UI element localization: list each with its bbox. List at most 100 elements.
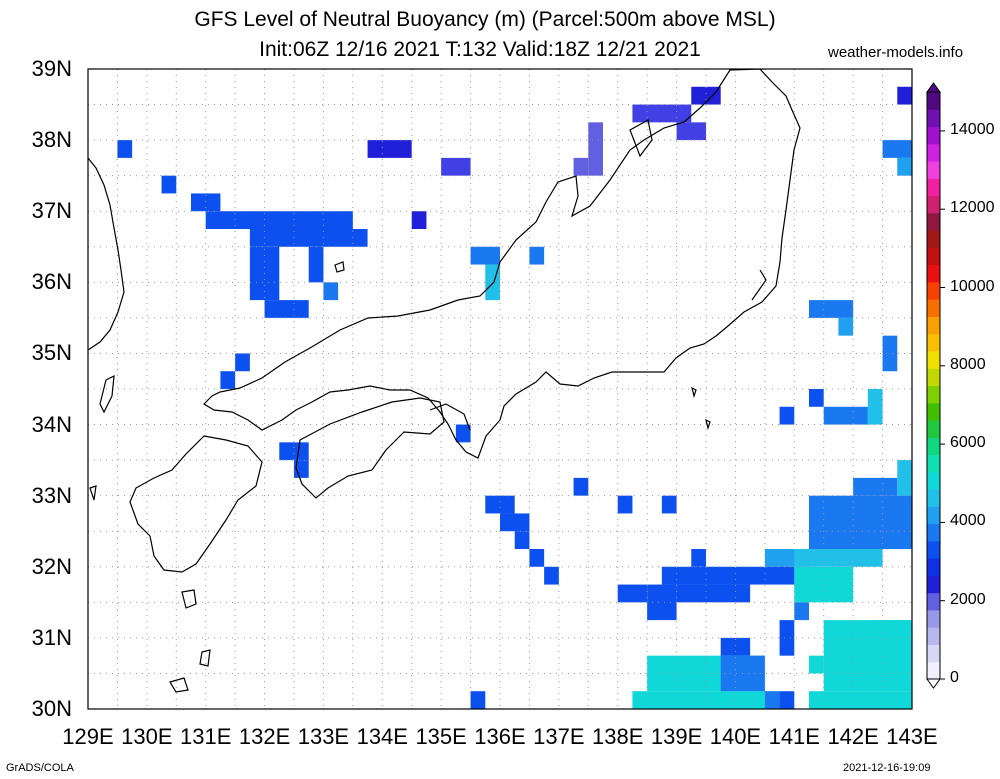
lat-label: 34N [31,411,72,437]
lnb-cell [205,211,353,229]
map-title-line2: Init:06Z 12/16 2021 T:132 Valid:18Z 12/2… [259,38,701,61]
lon-label: 143E [886,724,938,749]
colorbar-swatch [927,420,940,438]
lnb-cell [573,477,589,496]
coast-izu [691,386,711,431]
colorbar-swatch [927,247,940,266]
lnb-cell [882,335,898,372]
colorbar-swatch [927,126,940,145]
lnb-cell [529,549,545,567]
lnb-cell [235,353,250,372]
colorbar-swatch [927,575,940,594]
lnb-cell [485,495,515,514]
lnb-cell [632,104,692,123]
colorbar-swatch [927,540,940,559]
colorbar-swatch [927,264,940,283]
coast-sado [629,119,653,158]
lnb-cell [779,691,795,709]
coast-oki [334,261,345,273]
lnb-cell [647,584,677,621]
lnb-cell [411,211,427,229]
colorbar-swatch [927,109,940,128]
lon-label: 135E [415,724,467,749]
lnb-cell [249,229,368,247]
lon-label: 131E [180,724,232,749]
colorbar-label: 12000 [950,199,995,217]
coast-shikoku [295,397,445,499]
lnb-cell [838,317,854,336]
lat-label: 39N [31,56,72,81]
colorbar-swatch [927,402,940,421]
lat-label: 32N [31,553,72,579]
colorbar-swatch [927,368,940,386]
lnb-cell [661,566,795,585]
colorbar-cap-low [926,678,941,689]
lnb-cell [764,691,780,709]
lnb-cell [867,389,883,425]
colorbar-swatch [927,333,940,352]
lat-label: 31N [31,624,72,650]
colorbar-label: 8000 [950,355,986,373]
colorbar-swatch [927,627,940,645]
coastlines [88,69,801,693]
lat-label: 30N [31,696,72,721]
colorbar-swatch [927,385,940,404]
grid-lines [88,69,912,709]
colorbar-swatch [927,230,940,248]
lnb-cell [500,513,530,532]
lnb-cell [470,691,486,709]
colorbar-swatch [927,316,940,335]
lnb-cell [367,140,412,158]
lnb-cell [617,495,633,514]
coast-amami [169,649,211,693]
watermark: weather-models.info [828,44,964,61]
colorbar-swatch [927,558,940,576]
lon-label: 138E [592,724,644,749]
lon-label: 137E [533,724,585,749]
footer-credit: GrADS/COLA [6,762,74,774]
lat-label: 35N [31,340,72,366]
lnb-cell [809,495,912,549]
lnb-cell [661,495,677,514]
lnb-cell [720,637,751,656]
lnb-cell [779,406,795,425]
lnb-cell [514,531,530,549]
colorbar-swatch [927,644,940,663]
lnb-cell [308,246,324,283]
lnb-cell [691,549,706,567]
colorbar-label: 6000 [950,434,986,452]
colorbar-swatch [927,471,940,490]
colorbar-swatch [927,212,940,231]
lon-label: 130E [121,724,173,749]
lnb-cell [794,549,883,567]
lon-label: 139E [650,724,703,749]
colorbar-swatch [927,281,940,300]
coast-yakushima [181,589,197,609]
lnb-cell [809,691,912,709]
colorbar-label: 10000 [950,277,995,295]
lon-label: 136E [474,724,526,749]
lnb-cell [161,175,177,194]
lat-label: 33N [31,482,72,508]
lnb-cell [588,122,603,176]
colorbar-label: 2000 [950,590,986,608]
colorbar-label: 4000 [950,512,986,530]
lnb-cell [897,86,912,105]
lnb-cell [544,566,559,585]
colorbar-swatch [927,299,940,317]
lon-label: 134E [356,724,408,749]
colorbar-swatch [927,143,940,162]
colorbar-swatch [927,195,940,214]
lon-label: 141E [768,724,820,749]
colorbar-swatch [927,178,940,197]
lnb-cell [117,140,133,158]
colorbar-swatch [927,161,940,179]
colorbar-swatch [927,350,940,369]
lnb-cell [779,620,795,656]
lnb-cell [809,655,824,674]
lnb-cell [809,389,824,407]
coast-kii [429,403,471,431]
colorbar-swatch [927,489,940,507]
colorbar-swatch [927,609,940,628]
lnb-cell [632,691,780,709]
